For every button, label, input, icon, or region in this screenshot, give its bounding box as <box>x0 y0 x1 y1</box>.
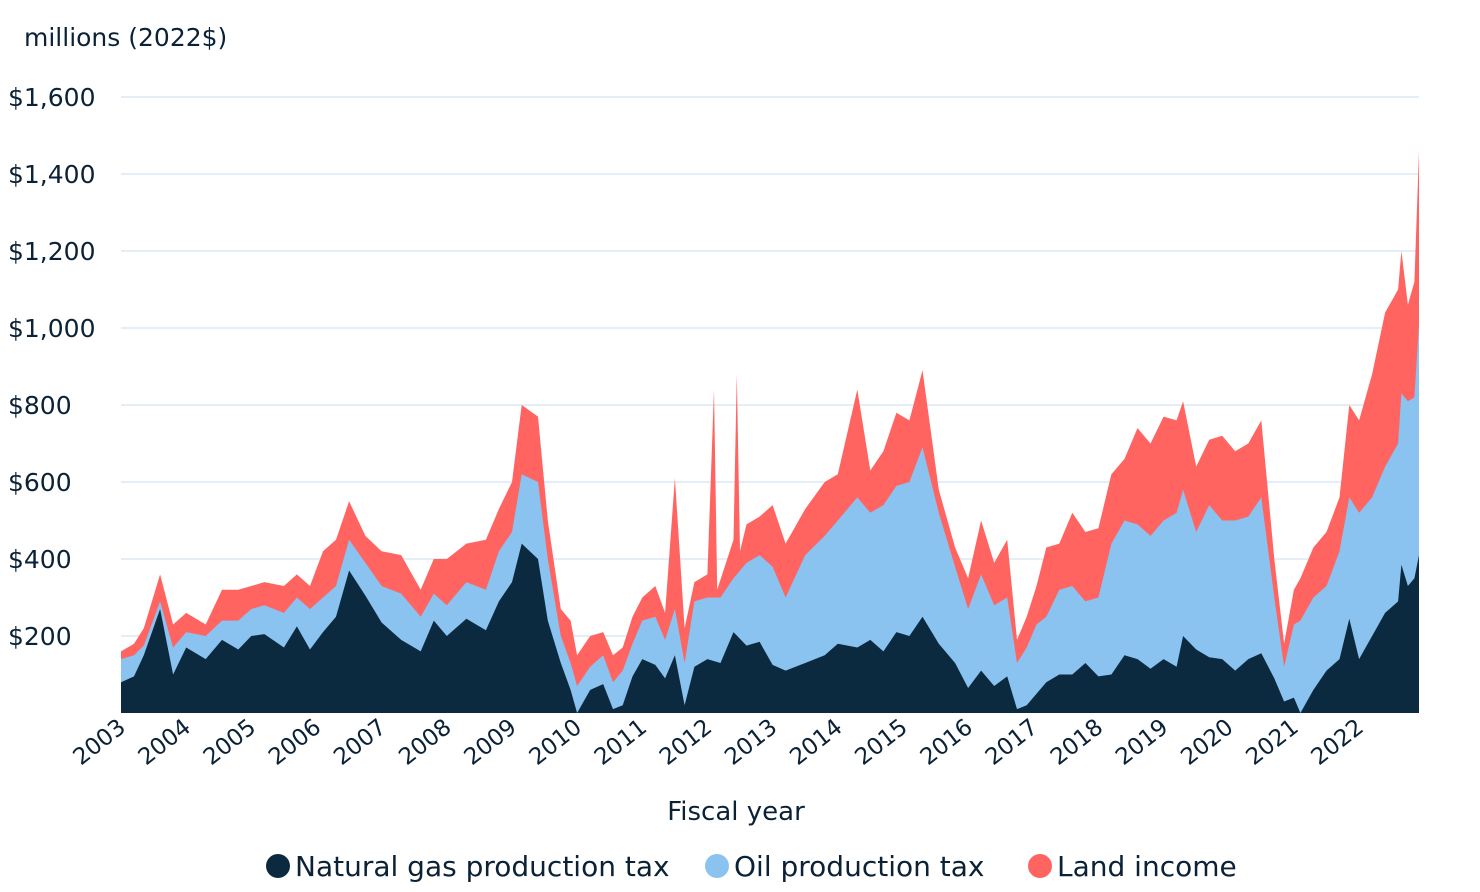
y-tick-label: $600 <box>8 468 72 497</box>
x-tick-label: 2014 <box>785 714 847 771</box>
y-tick-label: $1,600 <box>8 83 95 112</box>
x-axis-ticks: 2003 2004 2005 2006 2007 2008 2009 2010 2011 2012… <box>69 714 1369 771</box>
y-axis-ticks: $200 $400 $600 $800 $1,000 $1,200 $1,400 $1,600 <box>8 83 95 651</box>
legend-item: Land income <box>1028 850 1237 883</box>
legend-swatch <box>1028 854 1052 878</box>
x-tick-label: 2021 <box>1241 714 1303 771</box>
legend-label: Land income <box>1057 850 1237 883</box>
x-tick-label: 2010 <box>525 714 587 771</box>
y-axis-label: millions (2022$) <box>24 23 227 52</box>
x-tick-label: 2017 <box>981 714 1043 771</box>
legend-label: Oil production tax <box>734 850 984 883</box>
y-tick-label: $200 <box>8 622 72 651</box>
y-tick-label: $1,400 <box>8 160 95 189</box>
x-tick-label: 2005 <box>199 714 261 771</box>
x-tick-label: 2003 <box>69 714 131 771</box>
legend-item: Natural gas production tax <box>266 850 670 883</box>
x-tick-label: 2006 <box>264 714 326 771</box>
y-tick-label: $800 <box>8 391 72 420</box>
y-tick-label: $1,200 <box>8 237 95 266</box>
x-tick-label: 2020 <box>1176 714 1238 771</box>
area-series <box>121 150 1419 713</box>
legend-item: Oil production tax <box>705 850 984 883</box>
x-tick-label: 2016 <box>916 714 978 771</box>
x-tick-label: 2009 <box>460 714 522 771</box>
x-tick-label: 2008 <box>394 714 456 771</box>
x-tick-label: 2015 <box>850 714 912 771</box>
x-tick-label: 2019 <box>1111 714 1173 771</box>
area-land-income <box>121 150 1419 713</box>
x-tick-label: 2004 <box>134 714 196 771</box>
y-tick-label: $400 <box>8 545 72 574</box>
legend-swatch <box>705 854 729 878</box>
x-tick-label: 2013 <box>720 714 782 771</box>
x-tick-label: 2012 <box>655 714 717 771</box>
x-tick-label: 2007 <box>329 714 391 771</box>
legend-label: Natural gas production tax <box>295 850 670 883</box>
x-axis-label: Fiscal year <box>667 797 805 827</box>
x-tick-label: 2011 <box>590 714 652 771</box>
legend-swatch <box>266 854 290 878</box>
area-oil-production-tax <box>121 324 1419 713</box>
x-tick-label: 2022 <box>1307 714 1369 771</box>
area-natural-gas-production-tax <box>121 543 1419 713</box>
y-tick-label: $1,000 <box>8 314 95 343</box>
legend: Natural gas production tax Oil production… <box>266 850 1237 883</box>
x-tick-label: 2018 <box>1046 714 1108 771</box>
